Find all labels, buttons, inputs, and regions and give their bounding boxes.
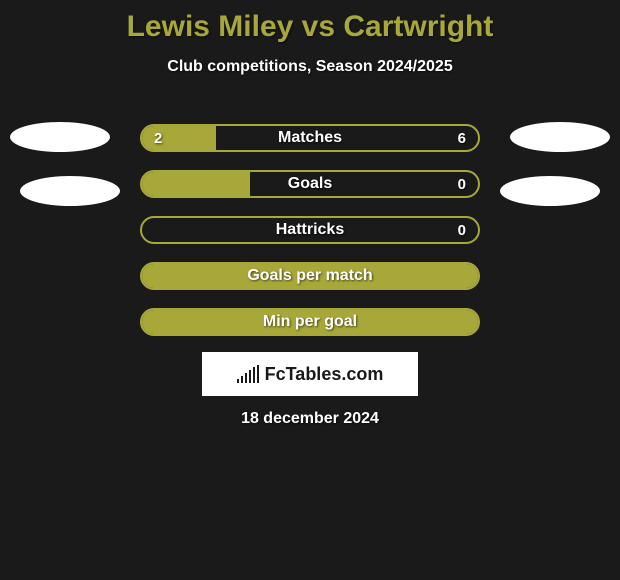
logo-text: FcTables.com xyxy=(265,364,384,385)
stat-label: Min per goal xyxy=(142,310,478,334)
player-right-badge-1 xyxy=(510,122,610,152)
stat-label: Goals xyxy=(142,172,478,196)
stat-row: Hattricks0 xyxy=(140,216,480,244)
comparison-chart: Matches26Goals0Hattricks0Goals per match… xyxy=(140,124,480,354)
logo-box: FcTables.com xyxy=(202,352,418,396)
stat-value-right: 6 xyxy=(458,126,466,150)
page-title: Lewis Miley vs Cartwright xyxy=(0,0,620,44)
stat-label: Matches xyxy=(142,126,478,150)
logo-bar xyxy=(257,365,259,383)
logo-bar xyxy=(245,373,247,383)
logo-bars-icon xyxy=(237,365,259,383)
stat-row: Matches2 6 xyxy=(140,124,480,152)
date-label: 18 december 2024 xyxy=(0,410,620,428)
page-subtitle: Club competitions, Season 2024/2025 xyxy=(0,58,620,76)
logo-bar xyxy=(253,367,255,383)
player-left-badge-2 xyxy=(20,176,120,206)
stat-value-left: 2 xyxy=(154,126,162,150)
player-left-badge-1 xyxy=(10,122,110,152)
logo-bar xyxy=(249,370,251,383)
logo-bar xyxy=(241,376,243,383)
stat-row: Goals per match xyxy=(140,262,480,290)
stat-row: Goals0 xyxy=(140,170,480,198)
stat-label: Hattricks xyxy=(142,218,478,242)
stat-label: Goals per match xyxy=(142,264,478,288)
stat-row: Min per goal xyxy=(140,308,480,336)
stat-value-right: 0 xyxy=(458,172,466,196)
stat-value-right: 0 xyxy=(458,218,466,242)
player-right-badge-2 xyxy=(500,176,600,206)
logo-bar xyxy=(237,379,239,383)
